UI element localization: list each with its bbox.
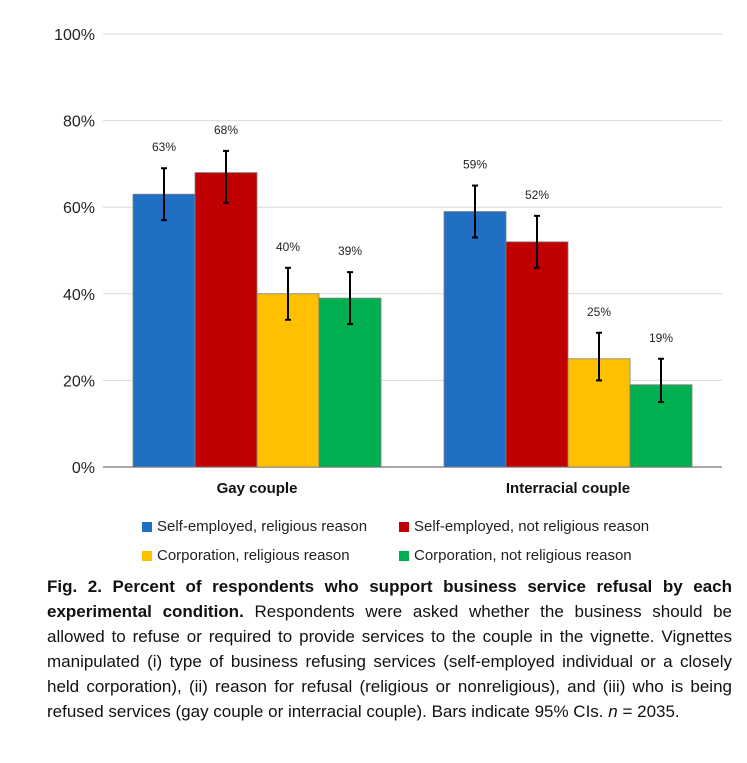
data-labels: 63% 68% 40% 39% 59% 52% 25% 19% (152, 123, 673, 345)
bars (132, 172, 693, 468)
bar (132, 193, 196, 468)
category-labels: Gay couple Interracial couple (217, 480, 631, 497)
legend-label: Corporation, not religious reason (414, 547, 632, 564)
y-tick-label: 40% (63, 287, 95, 304)
y-axis-ticks: 0% 20% 40% 60% 80% 100% (54, 27, 95, 477)
data-label: 52% (525, 188, 549, 202)
error-bars (161, 149, 664, 404)
y-tick-label: 0% (72, 460, 95, 477)
data-label: 68% (214, 123, 238, 137)
legend-swatch (142, 521, 152, 532)
x-category-label: Interracial couple (506, 480, 630, 497)
caption-n-symbol: n (608, 702, 618, 721)
bar (443, 211, 507, 468)
bar (194, 172, 258, 468)
y-tick-label: 100% (54, 27, 95, 44)
data-label: 25% (587, 305, 611, 319)
x-category-label: Gay couple (217, 480, 298, 497)
y-tick-label: 80% (63, 114, 95, 131)
y-tick-label: 60% (63, 200, 95, 217)
legend-row: Corporation, religious reason Corporatio… (142, 541, 702, 570)
legend-row: Self-employed, religious reason Self-emp… (142, 512, 702, 541)
legend-item-self-employed-religious: Self-employed, religious reason (142, 518, 399, 535)
bar (505, 241, 569, 468)
legend-swatch (399, 521, 409, 532)
legend-swatch (142, 550, 152, 561)
legend-label: Corporation, religious reason (157, 547, 350, 564)
bar-chart: 0% 20% 40% 60% 80% 100% 63% 68% 40% 39% 59% 52% 25%… (54, 27, 722, 497)
caption-text: Respondents were asked whether the busin… (47, 602, 733, 721)
data-label: 59% (463, 158, 487, 172)
legend: Self-employed, religious reason Self-emp… (142, 512, 702, 570)
data-label: 40% (276, 240, 300, 254)
bar (256, 293, 320, 468)
legend-item-self-employed-not-religious: Self-employed, not religious reason (399, 518, 649, 535)
legend-item-corporation-religious: Corporation, religious reason (142, 547, 399, 564)
data-label: 63% (152, 140, 176, 154)
y-tick-label: 20% (63, 373, 95, 390)
legend-item-corporation-not-religious: Corporation, not religious reason (399, 547, 632, 564)
figure-caption: Fig. 2. Percent of respondents who suppo… (47, 574, 732, 724)
data-label: 19% (649, 331, 673, 345)
legend-label: Self-employed, religious reason (157, 518, 368, 535)
legend-label: Self-employed, not religious reason (414, 518, 650, 535)
caption-n-value: = 2035. (617, 702, 680, 721)
data-label: 39% (338, 244, 362, 258)
caption-title: Fig. 2. Percent of respondents who suppo… (47, 577, 732, 621)
bar (318, 297, 382, 468)
legend-swatch (399, 550, 409, 561)
